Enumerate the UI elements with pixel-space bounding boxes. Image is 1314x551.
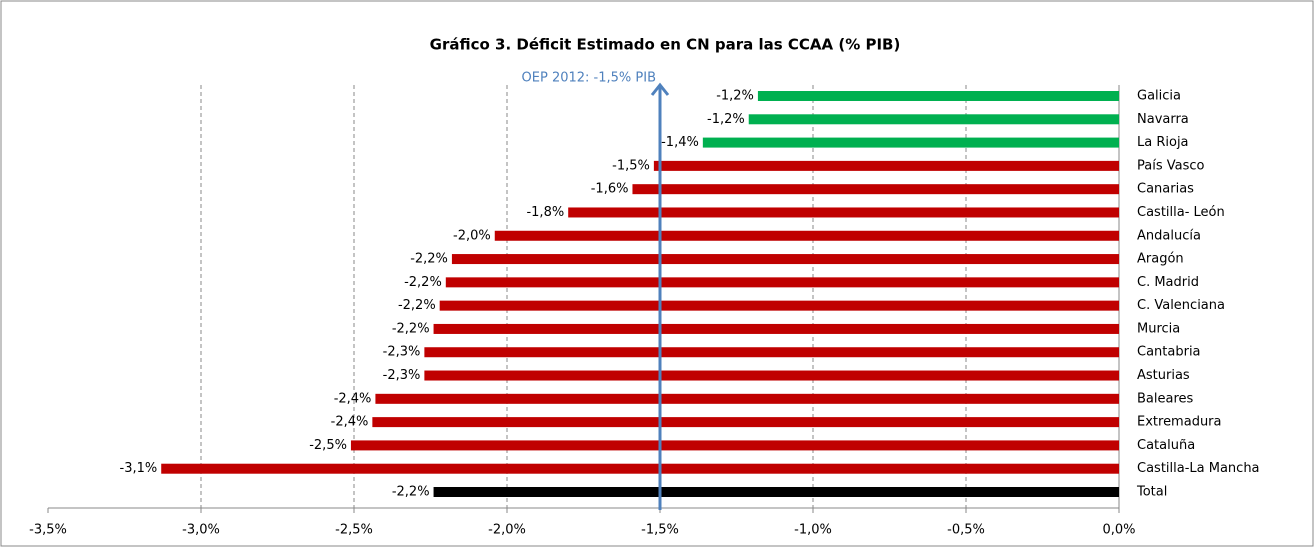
x-tick-label: 0,0%: [1102, 523, 1135, 538]
x-tick-label: -0,5%: [947, 523, 985, 538]
reference-arrow: [650, 82, 670, 96]
category-label: Cantabria: [1137, 345, 1201, 360]
bar: [445, 277, 1119, 288]
category-label: Aragón: [1137, 252, 1184, 267]
data-label: -2,0%: [453, 228, 491, 243]
data-label: -2,4%: [331, 415, 369, 430]
chart-title: Gráfico 3. Déficit Estimado en CN para l…: [430, 36, 901, 54]
category-label: Canarias: [1137, 182, 1194, 197]
bar: [439, 300, 1119, 311]
category-label: Extremadura: [1137, 415, 1222, 430]
bar: [424, 347, 1119, 358]
category-label: Total: [1136, 485, 1167, 500]
category-label: Asturias: [1137, 368, 1190, 383]
data-label: -2,3%: [383, 345, 421, 360]
bar: [757, 91, 1119, 101]
category-label: Murcia: [1137, 321, 1180, 336]
annotation: OEP 2012: -1,5% PIB: [522, 71, 656, 86]
bar: [375, 393, 1119, 404]
x-tick-label: -2,0%: [488, 523, 526, 538]
data-label: -2,4%: [334, 391, 372, 406]
bar: [350, 440, 1119, 451]
x-tick-label: -1,5%: [641, 523, 679, 538]
category-label: Cataluña: [1137, 438, 1195, 453]
bar: [702, 137, 1119, 148]
data-label: -2,3%: [383, 368, 421, 383]
data-label: -1,2%: [716, 89, 754, 104]
data-label: -2,2%: [410, 252, 448, 267]
category-label: La Rioja: [1137, 135, 1189, 150]
category-label: Andalucía: [1137, 228, 1201, 243]
data-label: -1,2%: [707, 112, 745, 127]
category-label: Castilla- León: [1137, 205, 1225, 220]
x-tick-label: -3,5%: [29, 523, 67, 538]
category-label: País Vasco: [1137, 158, 1205, 173]
bar: [748, 114, 1119, 125]
bar: [568, 207, 1119, 218]
data-label: -2,2%: [392, 485, 430, 500]
bar: [372, 417, 1119, 428]
data-label: -2,2%: [398, 298, 436, 313]
bar: [433, 323, 1119, 334]
data-label: -3,1%: [120, 461, 158, 476]
bar: [653, 160, 1119, 171]
data-label: -2,2%: [392, 321, 430, 336]
bar: [451, 254, 1119, 265]
category-label: Galicia: [1137, 89, 1181, 104]
category-label: C. Valenciana: [1137, 298, 1225, 313]
data-label: -1,8%: [526, 205, 564, 220]
x-tick-label: -1,0%: [794, 523, 832, 538]
category-label: Baleares: [1137, 391, 1194, 406]
bar: [632, 184, 1119, 195]
data-label: -2,5%: [309, 438, 347, 453]
category-label: Castilla-La Mancha: [1137, 461, 1260, 476]
bar: [161, 463, 1120, 474]
data-label: -2,2%: [404, 275, 442, 290]
category-label: Navarra: [1137, 112, 1189, 127]
bar: [433, 487, 1119, 497]
category-label: C. Madrid: [1137, 275, 1199, 290]
x-tick-label: -3,0%: [182, 523, 220, 538]
bar: [494, 230, 1119, 241]
bar: [424, 370, 1119, 381]
data-label: -1,6%: [591, 182, 629, 197]
data-label: -1,5%: [612, 158, 650, 173]
x-tick-label: -2,5%: [335, 523, 373, 538]
data-label: -1,4%: [661, 135, 699, 150]
